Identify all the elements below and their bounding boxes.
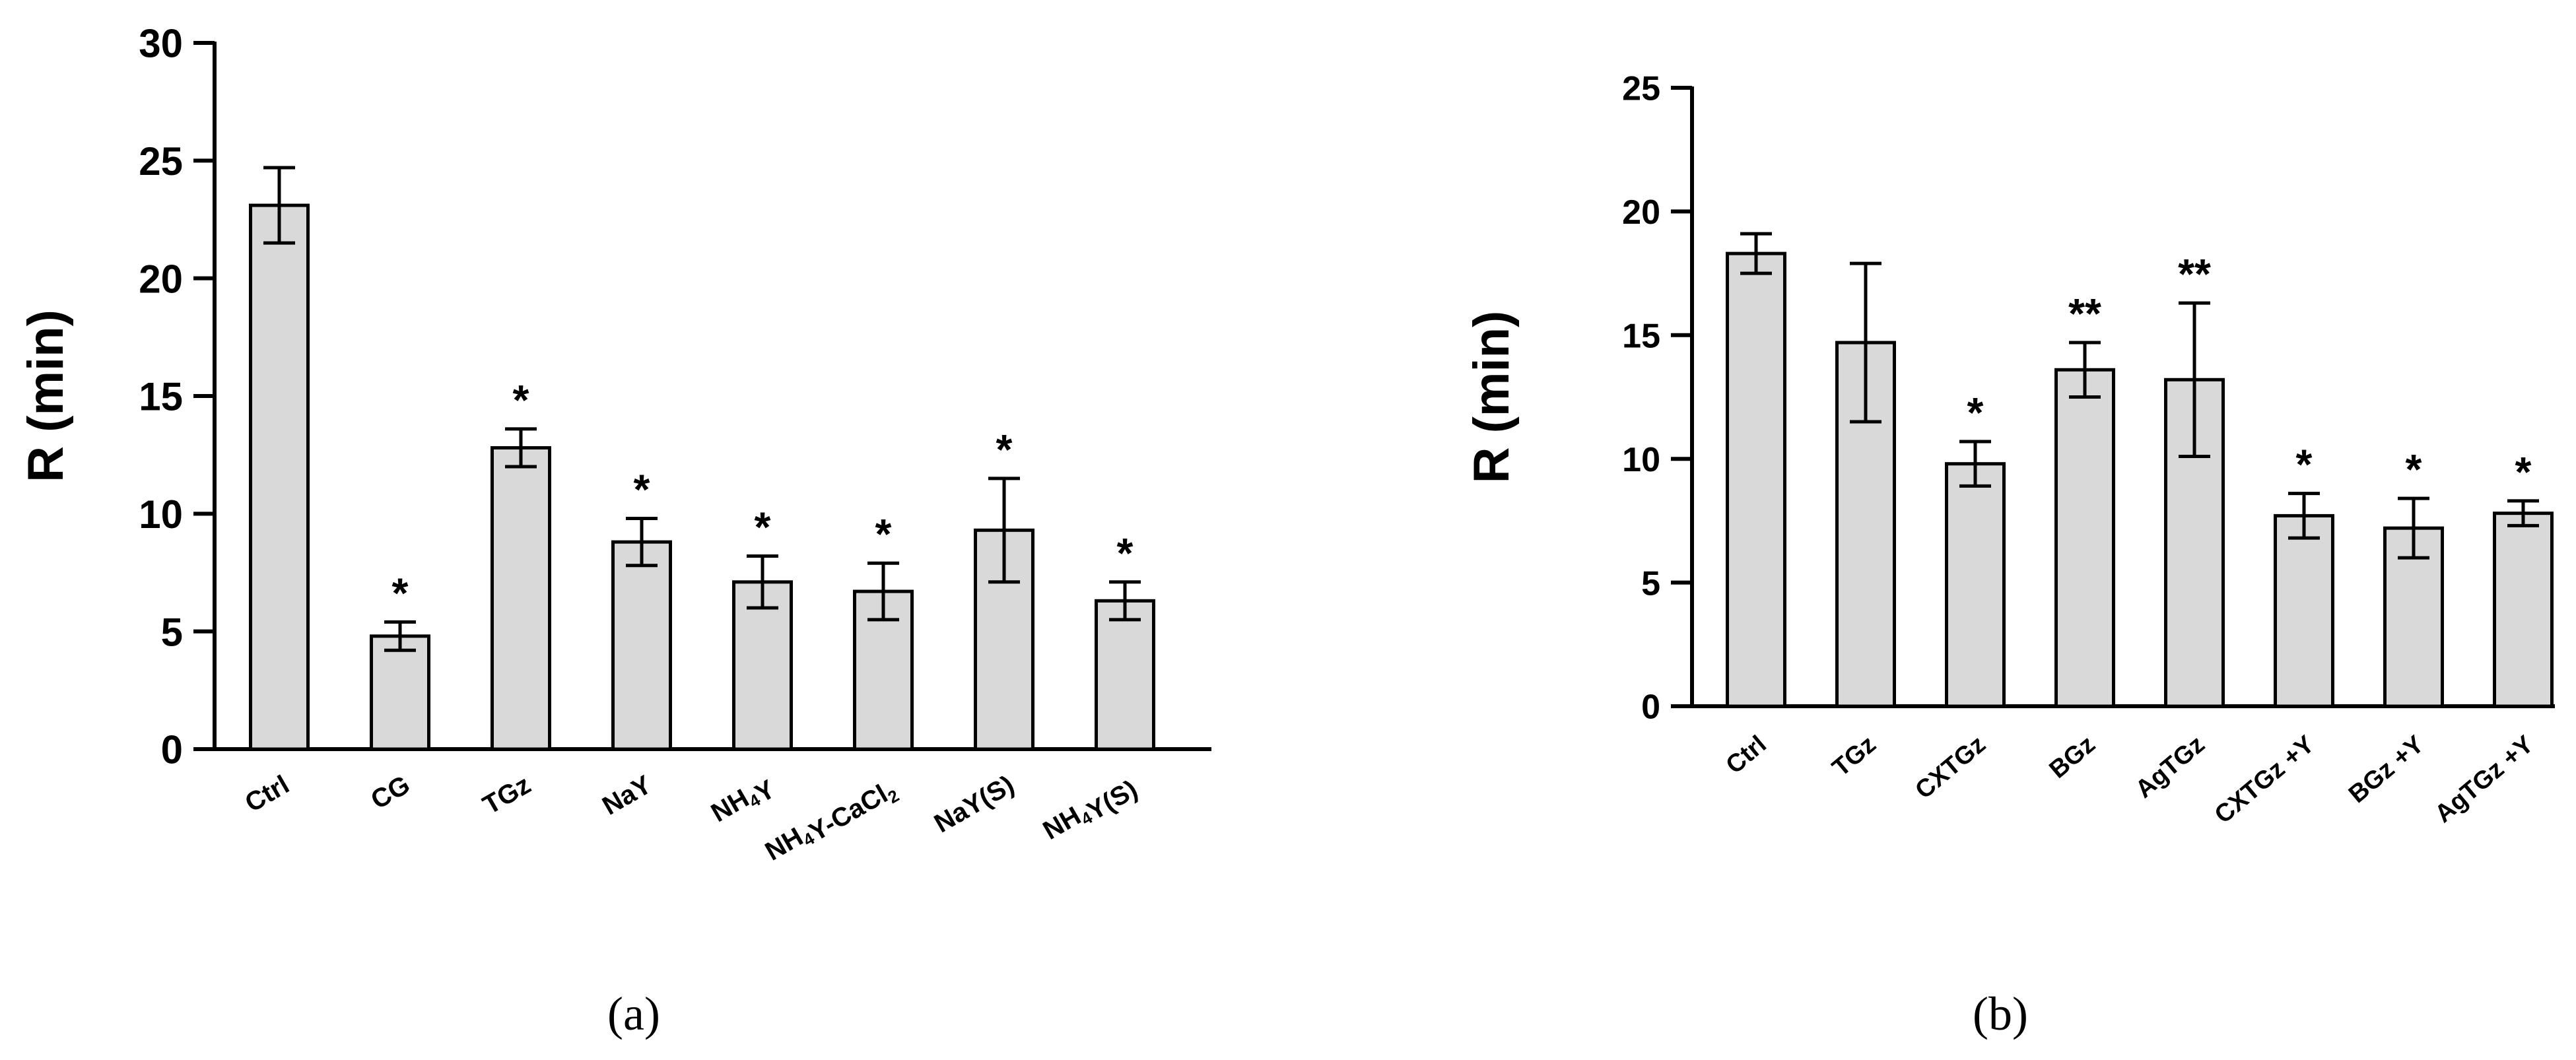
y-tick-label: 0: [161, 728, 183, 772]
y-tick-label: 10: [1622, 441, 1660, 479]
category-text: NH: [706, 783, 754, 828]
category-label: NH4Y-CaCl2: [761, 770, 902, 874]
significance-marker: **: [2068, 290, 2101, 337]
category-text: TGz: [478, 770, 535, 820]
bar: [249, 203, 310, 751]
y-tick-label: 20: [1622, 193, 1660, 232]
category-label: CXTGz +Y: [2210, 731, 2320, 830]
category-text: AgTGz +Y: [2429, 731, 2538, 828]
significance-marker: *: [875, 510, 892, 558]
significance-marker: *: [513, 376, 529, 424]
category-label: NaY(S): [930, 770, 1019, 839]
category-label: TGz: [478, 770, 535, 820]
significance-marker: *: [634, 465, 650, 513]
category-label: TGz: [1827, 731, 1881, 782]
category-text: NaY(S): [930, 770, 1019, 839]
bar: [491, 446, 551, 751]
y-tick-label: 25: [1622, 70, 1660, 108]
y-axis-title: R (min): [1464, 311, 1520, 484]
significance-marker: *: [996, 426, 1013, 473]
chart-panel-a: 0 5 10 15 20 25 30 R (min) Ctrl * CG * TGz * NaY * NH4Y *…: [18, 22, 1211, 1040]
y-tick-label: 0: [1641, 688, 1660, 727]
bar: [370, 634, 430, 751]
category-label: AgTGz +Y: [2429, 731, 2538, 828]
bar: [2274, 513, 2334, 708]
significance-marker: *: [2406, 446, 2422, 493]
category-label: BGz: [2045, 731, 2101, 784]
y-tick-label: 10: [139, 492, 183, 537]
significance-marker: *: [2296, 441, 2313, 488]
category-text: NaY: [597, 770, 657, 821]
significance-marker: *: [2515, 448, 2532, 496]
bar: [1095, 599, 1155, 751]
y-tick-label: 25: [139, 139, 183, 183]
y-tick-label: 15: [139, 375, 183, 419]
category-label: NaY: [597, 770, 657, 821]
category-label: NH4Y: [706, 770, 780, 833]
category-label: CXTGz: [1910, 731, 1990, 805]
significance-marker: *: [755, 504, 771, 551]
bar: [1726, 251, 1786, 708]
y-tick-label: 5: [161, 610, 183, 654]
category-label: NH4Y(S): [1038, 770, 1143, 850]
category-label: Ctrl: [1721, 731, 1772, 779]
bar: [1945, 462, 2006, 708]
bar: [2383, 526, 2444, 708]
y-tick-label: 5: [1641, 564, 1660, 603]
panel-label: (b): [1973, 987, 2028, 1040]
bar: [2493, 512, 2554, 708]
category-text: BGz: [2045, 731, 2101, 784]
bar: [611, 540, 672, 751]
category-label: BGz +Y: [2344, 731, 2429, 809]
y-tick-label: 20: [139, 257, 183, 301]
significance-marker: *: [1117, 529, 1134, 577]
y-tick-label: 30: [139, 22, 183, 66]
category-text: Ctrl: [240, 770, 294, 818]
category-label: CG: [366, 770, 415, 815]
category-text: Ctrl: [1721, 731, 1772, 779]
category-text: AgTGz: [2130, 731, 2210, 804]
y-axis-title: R (min): [18, 310, 74, 482]
panel-label: (a): [607, 987, 660, 1040]
category-text: NH: [761, 822, 808, 867]
category-label: Ctrl: [240, 770, 294, 818]
category-text: CXTGz +Y: [2210, 731, 2320, 830]
bar: [2054, 368, 2115, 708]
category-text: NH: [1038, 801, 1086, 845]
significance-marker: **: [2178, 250, 2211, 298]
significance-marker: *: [1967, 389, 1984, 436]
category-label: AgTGz: [2130, 731, 2210, 804]
y-tick-label: 15: [1622, 317, 1660, 356]
category-text: TGz: [1827, 731, 1881, 782]
category-text: BGz +Y: [2344, 731, 2429, 809]
category-text: Y-CaCl: [804, 779, 893, 847]
category-text: CG: [366, 770, 415, 815]
category-text: CXTGz: [1910, 731, 1990, 805]
significance-marker: *: [392, 569, 409, 616]
